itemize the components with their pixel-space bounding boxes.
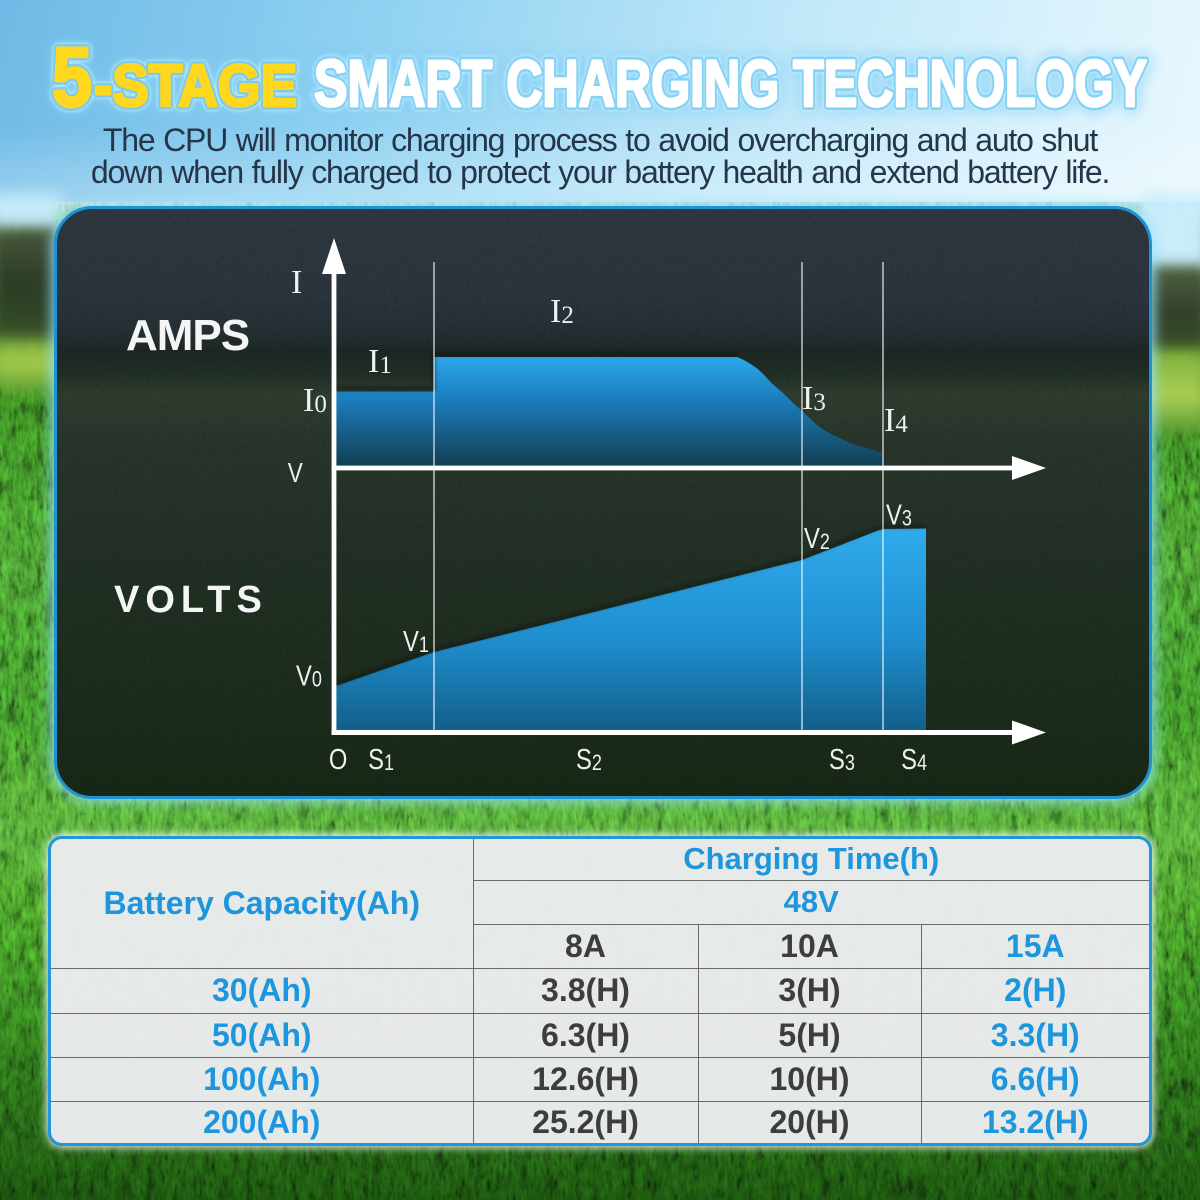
- svg-text:VOLTS: VOLTS: [114, 579, 268, 621]
- svg-text:SMART CHARGING TECHNOLOGY: SMART CHARGING TECHNOLOGY: [314, 46, 1147, 120]
- svg-text:O: O: [329, 743, 347, 776]
- svg-text:AMPS: AMPS: [126, 311, 249, 360]
- svg-text:I2: I2: [550, 293, 574, 330]
- svg-text:I1: I1: [368, 343, 392, 380]
- svg-text:V2: V2: [804, 522, 830, 555]
- svg-text:5: 5: [52, 30, 92, 120]
- svg-text:V0: V0: [296, 659, 322, 692]
- svg-text:SMART CHARGING TECHNOLOGY: SMART CHARGING TECHNOLOGY: [314, 46, 1147, 120]
- svg-text:V: V: [288, 458, 303, 489]
- svg-text:S3: S3: [829, 743, 855, 776]
- svg-text:I0: I0: [303, 382, 327, 419]
- svg-text:I: I: [291, 264, 302, 301]
- svg-text:V3: V3: [886, 498, 912, 531]
- svg-text:I3: I3: [802, 380, 826, 417]
- svg-text:S2: S2: [576, 743, 602, 776]
- svg-text:I4: I4: [884, 402, 908, 439]
- svg-text:S4: S4: [901, 743, 927, 776]
- svg-text:-STAGE: -STAGE: [94, 53, 297, 119]
- svg-text:-STAGE: -STAGE: [94, 53, 297, 119]
- svg-text:S1: S1: [368, 743, 394, 776]
- svg-text:5: 5: [52, 30, 92, 120]
- svg-text:V1: V1: [403, 625, 429, 658]
